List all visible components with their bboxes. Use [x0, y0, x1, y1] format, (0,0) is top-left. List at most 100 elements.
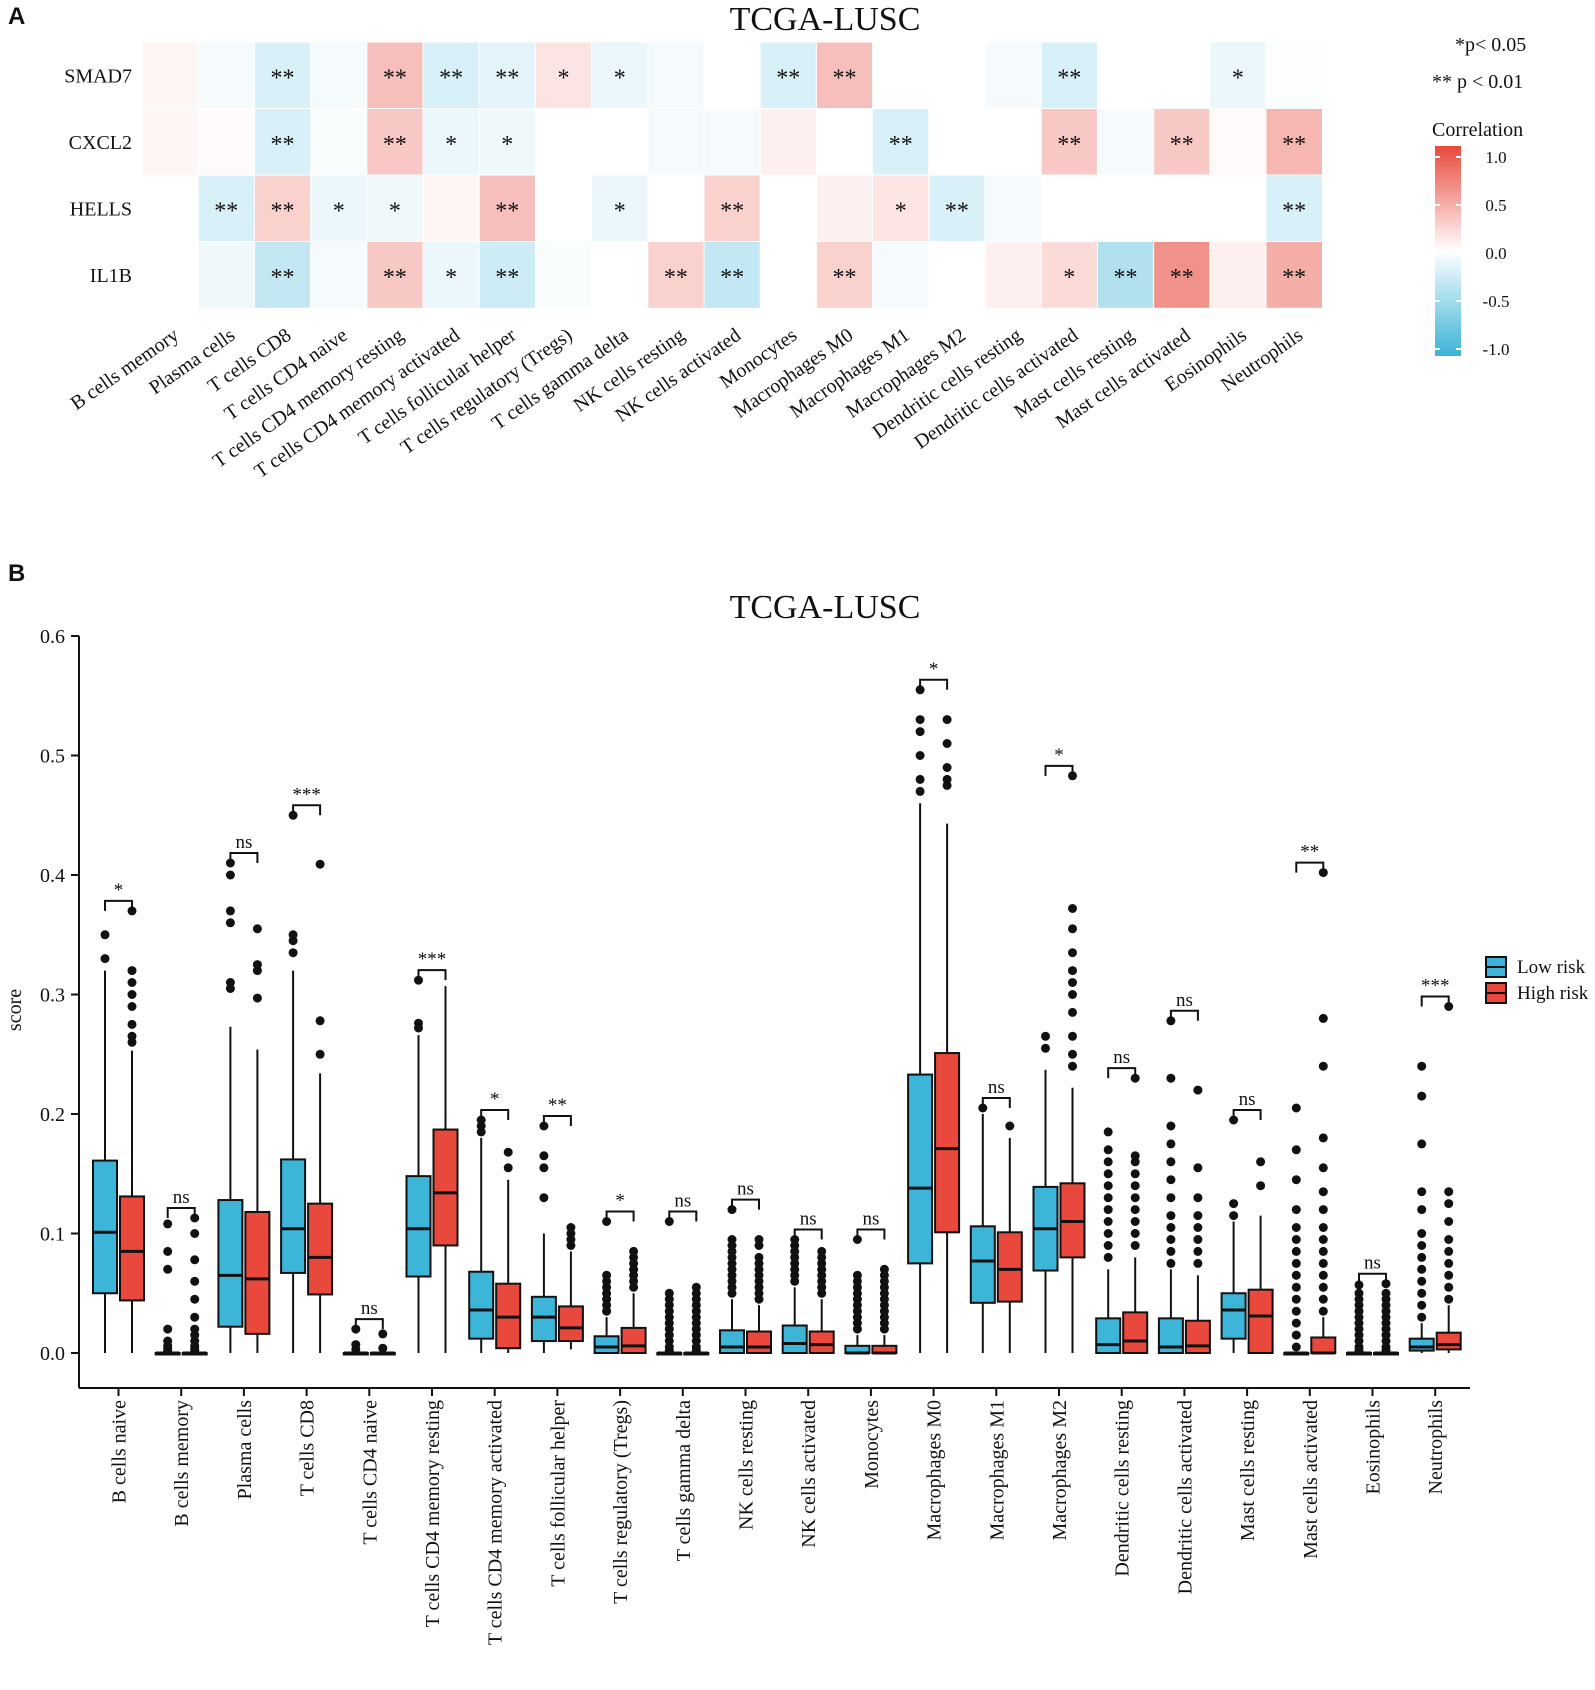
significance-mark: * [501, 132, 513, 158]
significance-bracket [668, 1210, 698, 1222]
outlier-point [1041, 1043, 1050, 1053]
outlier-point [1166, 1235, 1176, 1244]
significance-bracket [731, 1198, 760, 1210]
outlier-point [852, 1270, 862, 1280]
outlier-point [100, 930, 110, 940]
significance-bracket [104, 899, 133, 911]
outlier-point [127, 1002, 137, 1011]
box-group: ns [1220, 1089, 1274, 1355]
significance-label: * [114, 880, 124, 901]
y-tick-label: 0.3 [40, 985, 65, 1007]
heatmap-cell [759, 174, 818, 243]
outlier-point [225, 978, 235, 987]
outlier-point [1318, 1061, 1328, 1071]
significance-mark: * [558, 65, 570, 91]
box [1095, 1317, 1122, 1354]
box [907, 1073, 934, 1265]
heatmap-cell [591, 241, 649, 309]
box-group: * [468, 1089, 522, 1353]
outlier-point [503, 1147, 513, 1157]
outlier-point [1291, 1175, 1301, 1185]
outlier-point [1256, 1181, 1266, 1191]
significance-label: ns [361, 1298, 378, 1319]
outlier-point [1417, 1312, 1427, 1322]
significance-mark: ** [1282, 265, 1306, 291]
heatmap-cell [1153, 174, 1211, 243]
outlier-point [163, 1219, 173, 1229]
outlier-point [915, 715, 925, 725]
outlier-point [1417, 1205, 1427, 1215]
outlier-point [1068, 904, 1077, 913]
heatmap-cell [1153, 241, 1211, 309]
x-tick-label: Dendritic cells activated [1174, 1400, 1196, 1594]
heatmap-cell [478, 241, 537, 309]
outlier-point [1444, 1217, 1454, 1226]
outlier-point [1041, 1031, 1050, 1041]
heatmap-cell [1265, 241, 1323, 309]
outlier-point [1381, 1288, 1391, 1298]
heatmap-cell [591, 174, 649, 243]
significance-label: ns [235, 832, 252, 853]
outlier-point [754, 1235, 764, 1244]
heatmap-cell [815, 174, 874, 243]
x-tick-label: NK cells resting [736, 1400, 758, 1530]
outlier-point [225, 906, 235, 916]
significance-mark: * [1232, 65, 1244, 91]
outlier-point [1318, 1258, 1328, 1268]
significance-bracket [417, 969, 447, 981]
significance-mark: ** [383, 265, 407, 291]
outlier-point [1318, 1306, 1328, 1316]
colorbar [1435, 146, 1461, 356]
outlier-point [1318, 1223, 1328, 1232]
heatmap-cell [984, 108, 1042, 176]
outlier-point [1417, 1276, 1427, 1286]
outlier-point [1291, 1294, 1301, 1304]
significance-mark: ** [889, 132, 913, 158]
heatmap-cell [534, 174, 593, 243]
outlier-point [539, 1151, 549, 1161]
outlier-point [315, 1049, 325, 1059]
box-group: *** [280, 784, 334, 1353]
outlier-point [1130, 1181, 1140, 1191]
x-tick-label: Eosinophils [1363, 1400, 1385, 1495]
significance-mark: ** [271, 265, 295, 291]
x-tick-label: Plasma cells [234, 1400, 256, 1500]
outlier-point [1444, 1246, 1454, 1256]
outlier-point [664, 1288, 674, 1298]
outlier-point [190, 1276, 200, 1286]
heatmap-cell [1265, 108, 1323, 176]
outlier-point [1444, 1258, 1454, 1268]
box-group: ns [844, 1208, 898, 1355]
box [432, 1128, 459, 1247]
heatmap-cell [759, 41, 818, 110]
y-tick-label: 0.4 [40, 865, 65, 887]
outlier-point [1417, 1139, 1427, 1149]
heatmap-cell [422, 174, 480, 243]
heatmap-row-label: IL1B [90, 265, 132, 287]
significance-mark: ** [495, 65, 519, 91]
heatmap-cell [534, 241, 593, 309]
outlier-point [127, 906, 137, 916]
heatmap-cell [815, 41, 874, 110]
significance-label: ** [548, 1095, 567, 1116]
outlier-point [602, 1270, 612, 1280]
heatmap-cell [1096, 108, 1155, 176]
outlier-point [351, 1340, 361, 1350]
outlier-point [1103, 1181, 1113, 1191]
significance-mark: ** [271, 65, 295, 91]
significance-bracket [354, 1318, 384, 1330]
outlier-point [852, 1235, 862, 1244]
outlier-point [1103, 1193, 1113, 1203]
legend-label-high: High risk [1517, 983, 1589, 1004]
heatmap-cell [253, 108, 312, 176]
box-group: ns [217, 832, 271, 1353]
outlier-point [1068, 1049, 1077, 1059]
box [934, 1052, 961, 1234]
significance-mark: ** [1170, 265, 1194, 291]
outlier-point [190, 1324, 200, 1334]
significance-mark: ** [833, 65, 857, 91]
heatmap-cell [1209, 241, 1267, 309]
box [1247, 1288, 1274, 1355]
significance-mark: ** [271, 132, 295, 158]
